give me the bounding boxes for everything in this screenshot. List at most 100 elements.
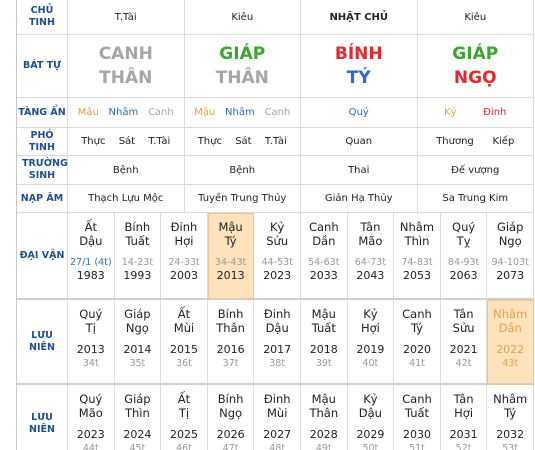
cell-text: Tuyền Trung Thủy: [198, 193, 287, 204]
chi-text: Sửu: [266, 234, 289, 248]
pillar-cell: Quan: [301, 128, 418, 156]
luu-nien-cell: Quý Tị 2013 34t: [68, 300, 115, 385]
year-text: 2025: [169, 428, 198, 441]
cell-text: T.Tài: [114, 11, 137, 23]
age-text: 40t: [362, 358, 379, 369]
pillar-cell: BÍNH TÝ: [301, 35, 418, 98]
year-text: 1983: [76, 269, 105, 282]
age-text: 42t: [455, 358, 472, 369]
year-text: 2003: [169, 269, 198, 282]
year-text: 2021: [449, 343, 478, 356]
pillar-glyph: TÝ: [346, 68, 371, 88]
chi-text: Mùi: [266, 406, 288, 420]
chi-text: Thìn: [124, 406, 150, 420]
luu-nien-cell: Ất Tị 2025 46t: [161, 385, 208, 450]
cell-text: Giản Hạ Thủy: [324, 193, 393, 204]
cell-text: NHẬT CHỦ: [329, 11, 389, 23]
pillar-glyph: GIÁP: [452, 44, 499, 64]
can-text: Đinh: [263, 392, 291, 406]
year-text: 1993: [123, 269, 152, 282]
chi-text: Tý: [410, 321, 423, 335]
luu-nien-cell: Đinh Mùi 2027 48t: [254, 385, 301, 450]
row-label: NẠP ÂM: [20, 192, 64, 204]
row-label: LƯU NIÊN: [29, 329, 55, 353]
year-text: 2031: [449, 428, 478, 441]
year-text: 2022: [496, 343, 525, 356]
pillar-cell: Thực Sát T.Tài: [184, 128, 301, 156]
can-text: Kỷ: [270, 220, 285, 234]
cell-text: Thực: [197, 136, 222, 147]
chi-text: Tý: [224, 234, 237, 248]
year-text: 2018: [309, 343, 338, 356]
luu-nien-cell: Nhâm Dần 2022 43t: [487, 300, 534, 385]
chi-text: Tị: [85, 321, 96, 335]
cell-text: Thương: [436, 136, 474, 147]
year-text: 2027: [263, 428, 292, 441]
year-text: 2024: [123, 428, 152, 441]
pillar-cell: Bệnh: [68, 156, 185, 185]
cell-text: Thạch Lựu Mộc: [88, 193, 164, 204]
left-border: [16, 0, 17, 450]
row-label: TÀNG ẨN: [18, 106, 66, 118]
age-text: 51t: [409, 443, 425, 450]
age-text: 64-73t: [354, 257, 387, 268]
year-text: 2013: [76, 343, 105, 356]
cell-text: T.Tài: [264, 136, 287, 147]
dai-van-cell: Giáp Ngọ 94-103t 2073: [487, 213, 534, 300]
age-text: 45t: [129, 443, 146, 450]
chi-text: Tuất: [404, 406, 430, 420]
age-text: 24-33t: [168, 257, 200, 268]
pillar-cell: Quý: [301, 98, 418, 128]
pillar-cell: Kỷ Đinh: [417, 98, 534, 128]
row-label-cell: LƯU NIÊN: [17, 300, 68, 385]
cell-text: Mậu: [77, 107, 99, 118]
year-text: 2019: [356, 343, 385, 356]
age-text: 36t: [176, 358, 192, 369]
can-text: Bính: [124, 220, 151, 234]
cell-text: Nhâm: [225, 107, 255, 118]
age-text: 47t: [222, 443, 239, 450]
age-text: 50t: [362, 443, 379, 450]
can-text: Đinh: [170, 220, 198, 234]
chi-text: Dậu: [265, 321, 289, 335]
can-text: Nhâm: [493, 392, 528, 406]
pillar-glyph: THÂN: [215, 68, 269, 88]
age-text: 94-103t: [491, 257, 529, 268]
year-text: 2028: [309, 428, 338, 441]
can-text: Kỷ: [363, 307, 378, 321]
dai-van-cell: Kỷ Sửu 44-53t 2023: [254, 213, 301, 300]
chi-text: Tý: [504, 406, 517, 420]
year-text: 2073: [496, 269, 525, 282]
dai-van-cell: Ất Dậu 27/1 (4t) 1983: [68, 213, 115, 300]
row-label-cell: LƯU NIÊN: [17, 385, 68, 450]
pillar-cell: Mậu Nhâm Canh: [184, 98, 301, 128]
year-text: 2023: [263, 269, 292, 282]
row-label-cell: PHÓ TINH: [17, 128, 68, 156]
luu-nien-cell: Bính Thân 2016 37t: [207, 300, 255, 385]
luu-nien-cell: Tân Sửu 2021 42t: [440, 300, 488, 385]
pillar-cell: Tuyền Trung Thủy: [184, 185, 301, 213]
year-text: 2032: [496, 428, 525, 441]
year-text: 2026: [216, 428, 245, 441]
luu-nien-cell: Mậu Thân 2028 49t: [301, 385, 348, 450]
pillar-glyph: THÂN: [99, 68, 153, 88]
luu-nien-cell: Ất Mùi 2015 36t: [161, 300, 208, 385]
age-text: 48t: [269, 443, 286, 450]
cell-text: Thai: [348, 164, 370, 176]
cell-text: Quan: [345, 136, 373, 147]
cell-text: Sa Trung Kim: [442, 193, 509, 204]
cell-text: Kiêu: [231, 11, 254, 23]
can-text: Tân: [360, 220, 381, 234]
cell-text: Đế vượng: [451, 164, 500, 176]
chi-text: Tỵ: [456, 234, 471, 248]
chi-text: Hợi: [174, 234, 194, 248]
cell-text: Kỷ: [444, 107, 457, 118]
can-text: Quý: [79, 392, 103, 406]
pillar-glyph: GIÁP: [219, 44, 266, 64]
row-label: ĐẠI VẬN: [19, 249, 65, 261]
luu-nien-cell: Bính Ngọ 2026 47t: [208, 385, 255, 450]
pillar-cell: Thạch Lựu Mộc: [68, 185, 185, 213]
can-text: Mậu: [218, 220, 243, 234]
can-text: Đinh: [263, 307, 291, 321]
